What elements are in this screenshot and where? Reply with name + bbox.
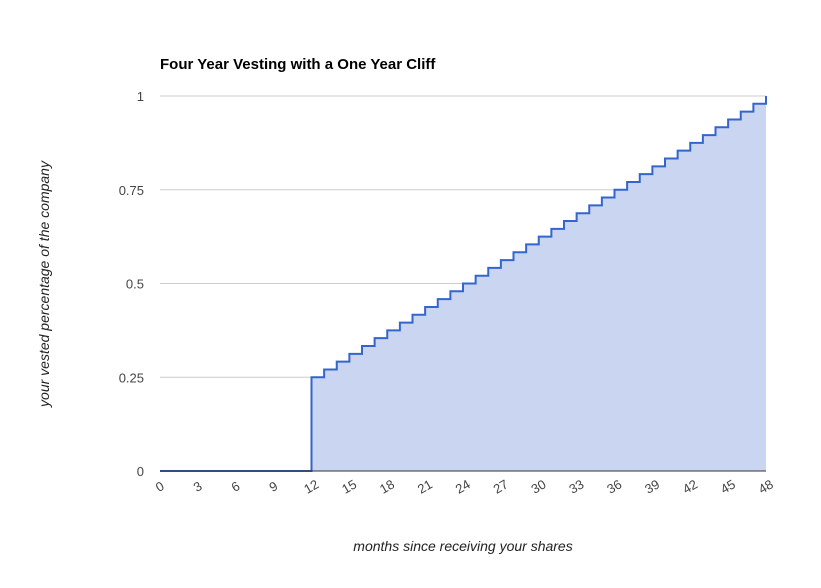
x-tick-label: 21 [415, 476, 435, 496]
x-tick-label: 6 [229, 478, 243, 495]
x-tick-label: 12 [301, 476, 321, 496]
y-axis-ticks: 0 0.25 0.5 0.75 1 [119, 89, 144, 479]
x-tick-label: 18 [377, 476, 397, 496]
y-tick-label: 0 [137, 464, 144, 479]
x-axis-ticks: 0 3 6 9 12 15 18 21 24 27 30 33 36 39 42 45 48 [153, 476, 776, 496]
y-tick-label: 0.5 [126, 277, 144, 292]
x-tick-label: 0 [153, 478, 167, 495]
y-tick-label: 1 [137, 89, 144, 104]
y-axis-title: your vested percentage of the company [36, 160, 52, 408]
x-tick-label: 24 [453, 476, 473, 496]
x-tick-label: 33 [566, 476, 586, 496]
chart-title: Four Year Vesting with a One Year Cliff [160, 56, 436, 73]
series-step-line [160, 96, 767, 472]
x-tick-label: 48 [756, 476, 776, 496]
y-tick-label: 0.25 [119, 370, 144, 385]
x-tick-label: 36 [604, 476, 624, 496]
y-tick-label: 0.75 [119, 183, 144, 198]
x-tick-label: 9 [266, 478, 280, 495]
x-axis-title: months since receiving your shares [353, 538, 572, 554]
x-tick-label: 3 [191, 478, 205, 495]
x-tick-label: 30 [528, 476, 548, 496]
x-tick-label: 27 [491, 476, 511, 496]
series-vesting [160, 96, 767, 472]
x-tick-label: 15 [339, 476, 359, 496]
x-tick-label: 42 [680, 476, 700, 496]
x-tick-label: 45 [718, 476, 738, 496]
x-tick-label: 39 [642, 476, 662, 496]
